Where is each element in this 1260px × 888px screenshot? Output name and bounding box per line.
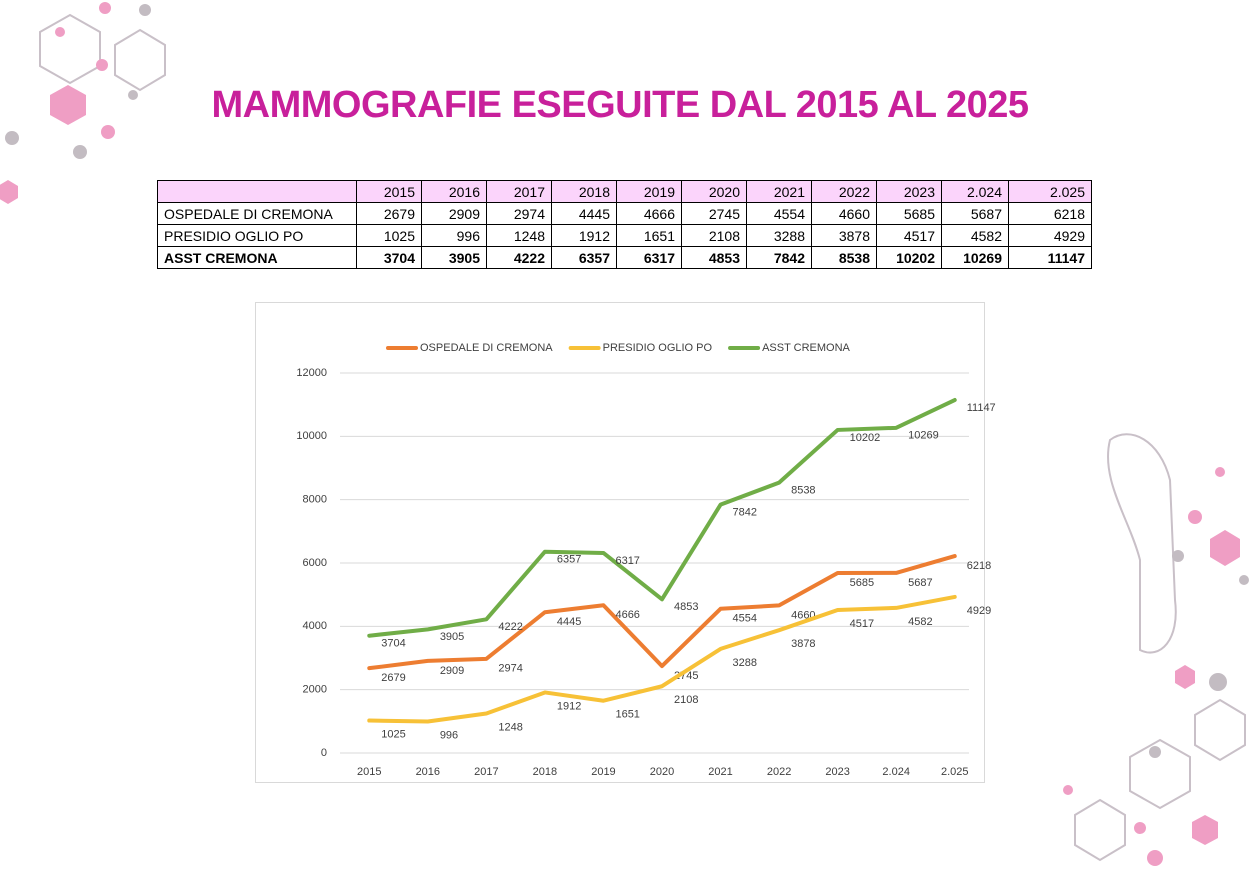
cell: 4445 xyxy=(551,202,617,225)
cell: 1025 xyxy=(356,224,422,247)
x-tick-label: 2.025 xyxy=(941,766,969,778)
cell: 10269 xyxy=(941,246,1009,269)
x-tick-label: 2018 xyxy=(533,766,557,778)
data-label: 10269 xyxy=(908,430,939,442)
data-label: 10202 xyxy=(850,432,881,444)
cell: 10202 xyxy=(876,246,942,269)
data-label: 5687 xyxy=(908,577,932,589)
y-tick-label: 10000 xyxy=(296,430,327,442)
table-row: PRESIDIO OGLIO PO 1025 996 1248 1912 1651 2108… xyxy=(157,224,1092,247)
data-label: 4929 xyxy=(967,605,991,617)
data-label: 3704 xyxy=(381,638,405,650)
header-cell: 2.024 xyxy=(941,180,1009,203)
cell: 4666 xyxy=(616,202,682,225)
x-tick-label: 2020 xyxy=(650,766,674,778)
data-label: 1025 xyxy=(381,728,405,740)
cell: 2909 xyxy=(421,202,487,225)
header-corner xyxy=(157,180,357,203)
data-label: 2679 xyxy=(381,672,405,684)
header-cell: 2022 xyxy=(811,180,877,203)
data-label: 4517 xyxy=(850,618,874,630)
x-tick-label: 2023 xyxy=(825,766,849,778)
header-cell: 2016 xyxy=(421,180,487,203)
chart-frame xyxy=(255,302,985,783)
cell: 4222 xyxy=(486,246,552,269)
data-label: 1912 xyxy=(557,700,581,712)
y-tick-label: 2000 xyxy=(303,684,327,696)
y-tick-label: 0 xyxy=(321,747,327,759)
data-label: 1651 xyxy=(615,709,639,721)
series-line xyxy=(367,398,957,638)
x-tick-label: 2.024 xyxy=(882,766,910,778)
legend-label: OSPEDALE DI CREMONA xyxy=(420,342,553,354)
header-cell: 2021 xyxy=(746,180,812,203)
x-tick-label: 2016 xyxy=(416,766,440,778)
legend-label: PRESIDIO OGLIO PO xyxy=(603,342,713,354)
row-label: ASST CREMONA xyxy=(157,246,357,269)
cell: 5685 xyxy=(876,202,942,225)
cell: 11147 xyxy=(1008,246,1092,269)
data-label: 6317 xyxy=(615,555,639,567)
data-label: 2974 xyxy=(498,663,522,675)
data-label: 4222 xyxy=(498,621,522,633)
cell: 3704 xyxy=(356,246,422,269)
data-label: 4853 xyxy=(674,601,698,613)
cell: 3905 xyxy=(421,246,487,269)
data-label: 4445 xyxy=(557,616,581,628)
data-table: 2015 2016 2017 2018 2019 2020 2021 2022 2023 2.02… xyxy=(157,180,1092,269)
cell: 1651 xyxy=(616,224,682,247)
x-tick-label: 2017 xyxy=(474,766,498,778)
x-tick-label: 2019 xyxy=(591,766,615,778)
y-tick-label: 12000 xyxy=(296,367,327,379)
data-label: 5685 xyxy=(850,577,874,589)
header-cell: 2017 xyxy=(486,180,552,203)
data-label: 6218 xyxy=(967,560,991,572)
data-label: 1248 xyxy=(498,721,522,733)
header-cell: 2.025 xyxy=(1008,180,1092,203)
data-label: 7842 xyxy=(733,507,757,519)
header-cell: 2015 xyxy=(356,180,422,203)
table-row: OSPEDALE DI CREMONA 2679 2909 2974 4445 4666 2… xyxy=(157,202,1092,225)
data-label: 2108 xyxy=(674,694,698,706)
series-line xyxy=(367,554,957,671)
y-tick-label: 8000 xyxy=(303,494,327,506)
data-label: 2909 xyxy=(440,665,464,677)
y-tick-label: 6000 xyxy=(303,557,327,569)
data-label: 4554 xyxy=(733,613,757,625)
data-label: 11147 xyxy=(967,402,996,414)
data-label: 3905 xyxy=(440,631,464,643)
cell: 4517 xyxy=(876,224,942,247)
legend-label: ASST CREMONA xyxy=(762,342,850,354)
cell: 5687 xyxy=(941,202,1009,225)
slide-title: MAMMOGRAFIE ESEGUITE DAL 2015 AL 2025 xyxy=(211,84,1030,126)
x-tick-label: 2021 xyxy=(708,766,732,778)
row-label: OSPEDALE DI CREMONA xyxy=(157,202,357,225)
data-label: 4666 xyxy=(615,609,639,621)
header-cell: 2018 xyxy=(551,180,617,203)
data-label: 6357 xyxy=(557,554,581,566)
row-label: PRESIDIO OGLIO PO xyxy=(157,224,357,247)
table-row: ASST CREMONA 3704 3905 4222 6357 6317 4853 7842… xyxy=(157,246,1092,269)
x-tick-label: 2022 xyxy=(767,766,791,778)
x-tick-label: 2015 xyxy=(357,766,381,778)
data-label: 3878 xyxy=(791,638,815,650)
data-label: 8538 xyxy=(791,485,815,497)
table-header: 2015 2016 2017 2018 2019 2020 2021 2022 2023 2.02… xyxy=(157,180,1092,203)
data-label: 996 xyxy=(440,729,458,741)
series-line xyxy=(367,594,957,724)
y-tick-label: 4000 xyxy=(303,620,327,632)
data-label: 4582 xyxy=(908,616,932,628)
data-label: 3288 xyxy=(733,657,757,669)
header-cell: 2019 xyxy=(616,180,682,203)
